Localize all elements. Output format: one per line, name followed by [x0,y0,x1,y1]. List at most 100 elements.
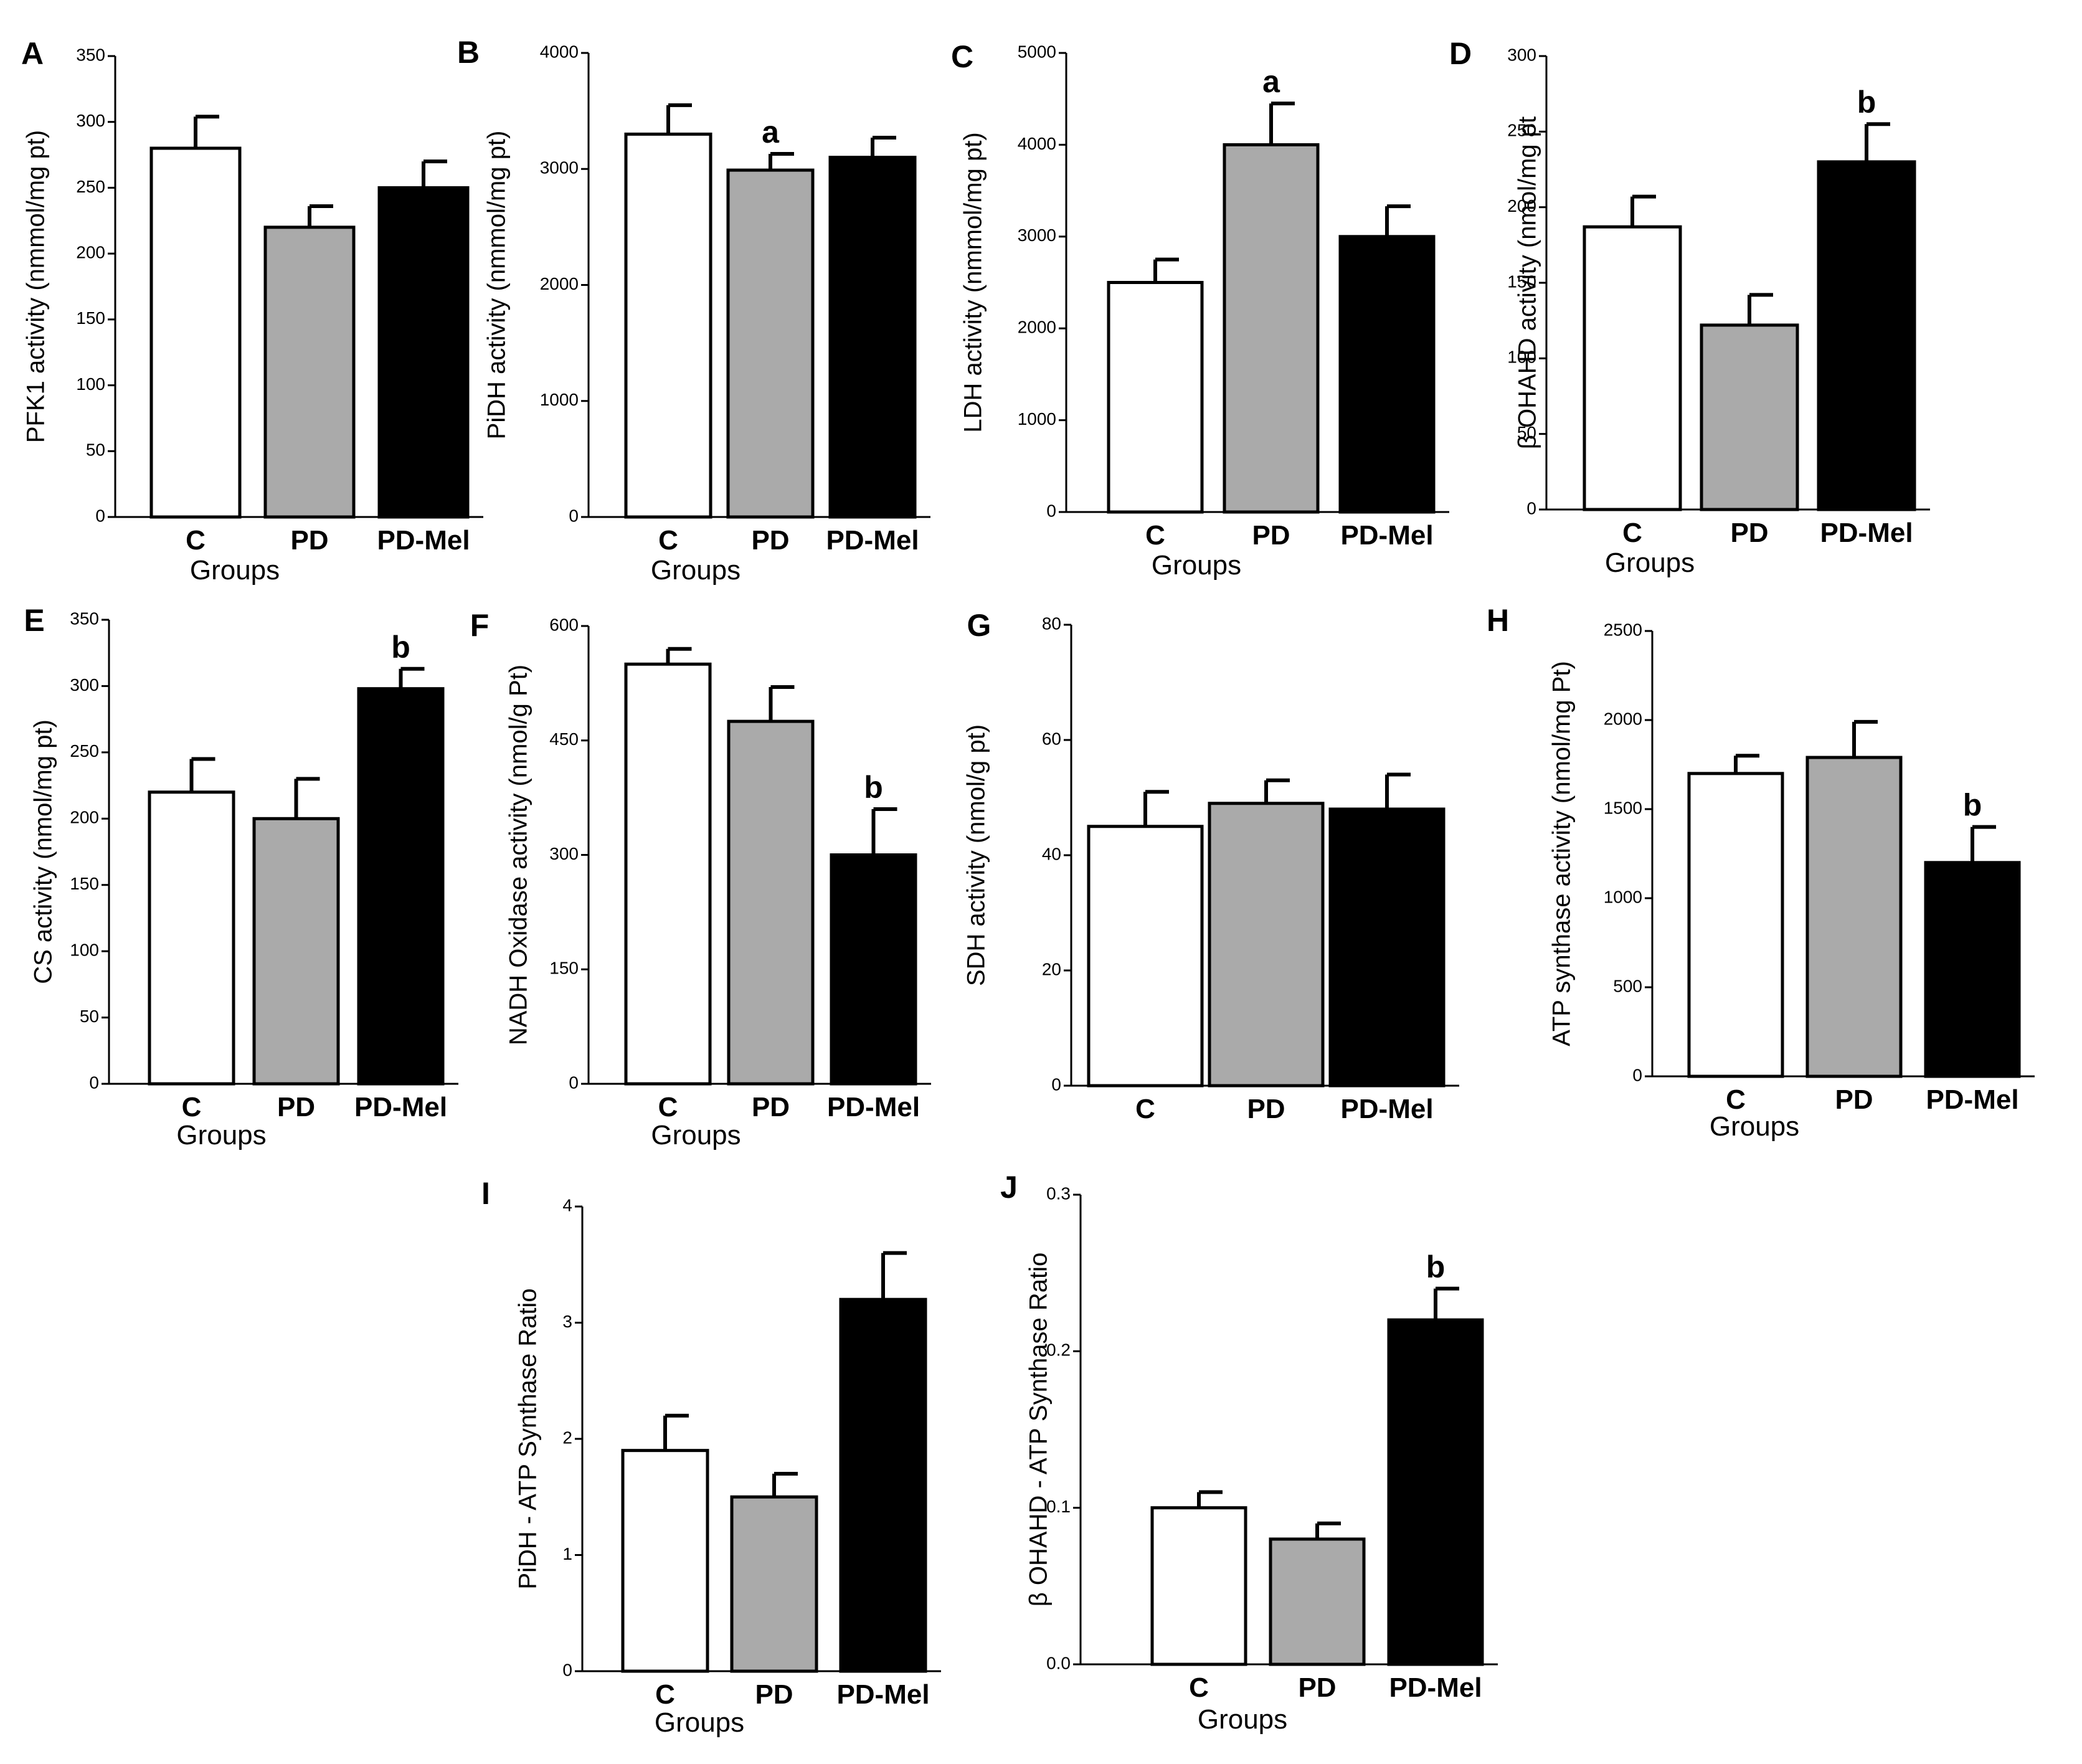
y-tick-label-f: 450 [549,729,579,749]
x-axis-title-b: Groups [651,555,741,586]
bar-f-c [624,662,712,1086]
panel-j: J 0.0 0.1 0.2 0.3 β OHAHD - ATP Synthase Rati… [1000,1170,1498,1735]
panel-a: A 0 50 100 150 200 250 300 350 PFK1 activity (nmm… [21,36,483,586]
bar-c-pd [1223,143,1320,514]
y-tick-label-d: 100 [1507,348,1536,367]
y-tick-label-d: 200 [1507,196,1536,216]
y-tick-label-g: 0 [1051,1074,1061,1094]
significance-label-d-pd-mel: b [1857,85,1876,120]
y-tick-label-b: 0 [569,506,579,525]
significance-label-h-pd-mel: b [1963,788,1982,823]
category-label-d-pd-mel: PD-Mel [1820,518,1913,548]
y-tick-label-i: 4 [562,1195,572,1215]
category-label-c-pd-mel: PD-Mel [1340,520,1433,551]
y-tick-label-i: 3 [562,1312,572,1331]
category-label-e-pd-mel: PD-Mel [354,1092,447,1122]
y-tick-label-d: 0 [1526,498,1536,518]
bar-j-pd-mel [1387,1318,1484,1666]
x-axis-title-a: Groups [190,555,280,586]
panel-letter-h: H [1487,603,1509,638]
category-label-b-pd-mel: PD-Mel [826,525,919,556]
category-label-c-pd: PD [1252,520,1290,551]
y-tick-label-a: 300 [76,111,105,130]
bar-i-pd-mel [839,1297,927,1673]
y-axis-title-d: β OHAHD activity (nmol/mg pt [1514,116,1541,449]
y-tick-label-j: 0.1 [1046,1497,1071,1516]
significance-label-e-pd-mel: b [391,630,410,665]
category-label-g-pd-mel: PD-Mel [1340,1094,1433,1124]
y-tick-label-c: 0 [1046,501,1056,520]
bar-d-c [1583,225,1682,511]
significance-label-c-pd: a [1262,64,1280,99]
y-tick-label-d: 50 [1517,423,1536,442]
y-tick-label-b: 4000 [540,42,579,61]
category-label-f-pd: PD [752,1092,790,1122]
y-tick-label-i: 0 [562,1660,572,1679]
category-label-h-pd-mel: PD-Mel [1926,1084,2018,1115]
x-axis-title-c: Groups [1152,550,1241,581]
y-axis-title-e: CS activity (nmol/mg pt) [30,719,57,984]
y-tick-label-g: 80 [1042,614,1061,633]
bar-e-pd-mel [357,687,445,1086]
x-axis-title-h: Groups [1710,1111,1799,1142]
category-label-g-pd: PD [1247,1094,1285,1124]
y-tick-label-h: 2500 [1604,620,1642,639]
bar-i-pd [730,1495,818,1673]
y-tick-label-a: 100 [76,374,105,394]
y-tick-label-j: 0.0 [1046,1653,1071,1672]
category-label-i-pd: PD [755,1679,793,1710]
y-tick-label-e: 150 [70,874,99,893]
x-axis-title-d: Groups [1605,548,1695,578]
bar-e-c [148,790,235,1086]
y-tick-label-a: 0 [95,506,105,525]
panel-h: H 0 500 1000 1500 2000 2500 ATP synthase activi… [1487,603,2035,1142]
panel-letter-j: J [1000,1170,1018,1205]
y-tick-label-d: 300 [1507,45,1536,64]
panel-letter-a: A [21,36,44,71]
y-tick-label-c: 1000 [1018,409,1056,429]
panel-letter-i: I [481,1176,490,1211]
y-tick-label-b: 2000 [540,274,579,293]
x-axis-title-e: Groups [176,1120,266,1150]
y-tick-label-d: 150 [1507,272,1536,291]
category-label-j-pd: PD [1298,1672,1336,1703]
y-tick-label-e: 100 [70,941,99,960]
y-tick-label-e: 0 [89,1073,99,1092]
category-label-b-c: C [658,525,678,556]
y-tick-label-g: 60 [1042,729,1061,748]
category-label-a-pd: PD [290,525,328,556]
significance-label-b-pd: a [762,115,780,149]
bar-d-pd-mel [1817,160,1916,511]
y-tick-label-h: 2000 [1604,709,1642,728]
panel-letter-g: G [967,608,991,643]
significance-label-j-pd-mel: b [1426,1250,1446,1284]
bar-f-pd [727,719,815,1086]
panel-e: E 0 50 100 150 200 250 300 350 CS activity (nmol/… [24,603,458,1150]
bar-j-c [1150,1506,1247,1666]
panel-letter-d: D [1449,36,1472,71]
y-tick-label-e: 250 [70,741,99,761]
y-tick-label-f: 150 [549,959,579,978]
y-tick-label-h: 500 [1613,976,1642,995]
category-label-c-c: C [1145,520,1165,551]
category-label-g-c: C [1135,1094,1155,1124]
category-label-i-pd-mel: PD-Mel [836,1679,929,1710]
y-tick-label-j: 0.2 [1046,1340,1071,1360]
y-tick-label-j: 0.3 [1046,1183,1071,1203]
y-axis-title-f: NADH Oxidase activity (nmol/g Pt) [505,665,532,1045]
bar-e-pd [252,817,340,1086]
y-tick-label-g: 40 [1042,844,1061,863]
bar-a-c [149,146,242,519]
significance-label-f-pd-mel: b [864,770,883,805]
category-label-e-pd: PD [277,1092,315,1122]
y-tick-label-h: 1000 [1604,887,1642,906]
bar-g-c [1087,825,1204,1088]
y-tick-label-e: 350 [70,609,99,628]
y-tick-label-h: 1500 [1604,798,1642,817]
panel-d: D 0 50 100 150 200 250 300 β OHAHD activity (nmo… [1449,36,1930,578]
y-tick-label-e: 50 [80,1007,99,1026]
bar-d-pd [1700,323,1799,511]
bar-b-c [624,132,712,519]
x-axis-title-j: Groups [1198,1704,1287,1735]
